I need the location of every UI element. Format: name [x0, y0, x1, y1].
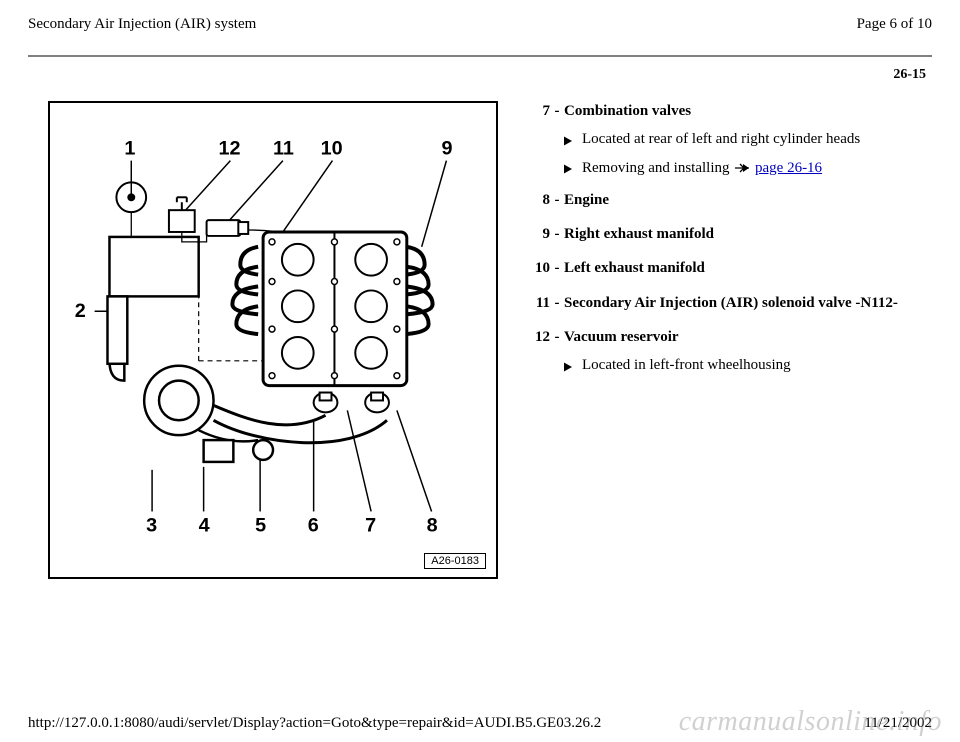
- legend-item-9: 9 - Right exhaust manifold: [522, 224, 924, 244]
- callout-9: 9: [441, 138, 452, 160]
- legend-label: Right exhaust manifold: [564, 224, 924, 244]
- page: Secondary Air Injection (AIR) system Pag…: [0, 0, 960, 742]
- legend-num: 8: [522, 190, 550, 210]
- footer-date: 11/21/2002: [864, 715, 932, 732]
- callout-1: 1: [124, 138, 135, 160]
- legend-sub-text: Located at rear of left and right cylind…: [582, 131, 860, 147]
- callout-2: 2: [75, 300, 86, 322]
- legend-num: 12: [522, 327, 550, 347]
- legend-item-11: 11 - Secondary Air Injection (AIR) solen…: [522, 293, 924, 313]
- legend-label: Combination valves: [564, 101, 924, 121]
- section-number: 26-15: [28, 67, 932, 83]
- legend-label: Secondary Air Injection (AIR) solenoid v…: [564, 293, 924, 313]
- legend-dash: -: [550, 293, 564, 313]
- legend-item-10: 10 - Left exhaust manifold: [522, 258, 924, 278]
- legend-item-7: 7 - Combination valves: [522, 101, 924, 121]
- legend-label: Vacuum reservoir: [564, 327, 924, 347]
- callout-4: 4: [199, 514, 210, 536]
- page-header: Secondary Air Injection (AIR) system Pag…: [28, 16, 932, 55]
- legend-label: Left exhaust manifold: [564, 258, 924, 278]
- legend-dash: -: [550, 101, 564, 121]
- figure-code: A26-0183: [424, 553, 486, 569]
- page-footer: http://127.0.0.1:8080/audi/servlet/Displ…: [0, 715, 960, 732]
- legend-dash: -: [550, 224, 564, 244]
- legend-dash: -: [550, 190, 564, 210]
- legend-sub: Located in left-front wheelhousing: [564, 355, 924, 375]
- content-row: 1 12 11 10 9 2 3 4 5 6 7 8: [28, 101, 932, 579]
- callout-11: 11: [273, 138, 294, 160]
- footer-url: http://127.0.0.1:8080/audi/servlet/Displ…: [28, 715, 601, 732]
- legend: 7 - Combination valves Located at rear o…: [522, 101, 932, 387]
- legend-dash: -: [550, 327, 564, 347]
- legend-sub: Located at rear of left and right cylind…: [564, 129, 924, 149]
- diagram-svg: 1 12 11 10 9 2 3 4 5 6 7 8: [50, 103, 496, 577]
- legend-dash: -: [550, 258, 564, 278]
- legend-num: 9: [522, 224, 550, 244]
- header-page-indicator: Page 6 of 10: [857, 16, 932, 33]
- callout-12: 12: [218, 138, 240, 160]
- legend-sub: Removing and installing page 26-16: [564, 158, 924, 178]
- legend-num: 10: [522, 258, 550, 278]
- callout-3: 3: [146, 514, 157, 536]
- page-link[interactable]: page 26-16: [755, 160, 822, 176]
- legend-sub-text: Removing and installing: [582, 160, 733, 176]
- callout-5: 5: [255, 514, 266, 536]
- legend-num: 11: [522, 293, 550, 313]
- legend-sub-text: Located in left-front wheelhousing: [582, 357, 791, 373]
- callout-7: 7: [365, 514, 376, 536]
- legend-sublist-7: Located at rear of left and right cylind…: [564, 129, 924, 178]
- ref-arrow-icon: [735, 163, 749, 173]
- diagram-figure: 1 12 11 10 9 2 3 4 5 6 7 8: [48, 101, 498, 579]
- legend-item-12: 12 - Vacuum reservoir: [522, 327, 924, 347]
- callout-6: 6: [308, 514, 319, 536]
- callout-10: 10: [321, 138, 343, 160]
- legend-item-8: 8 - Engine: [522, 190, 924, 210]
- legend-label: Engine: [564, 190, 924, 210]
- callout-8: 8: [427, 514, 438, 536]
- header-rule: [28, 55, 932, 57]
- legend-num: 7: [522, 101, 550, 121]
- legend-sublist-12: Located in left-front wheelhousing: [564, 355, 924, 375]
- header-title: Secondary Air Injection (AIR) system: [28, 16, 256, 33]
